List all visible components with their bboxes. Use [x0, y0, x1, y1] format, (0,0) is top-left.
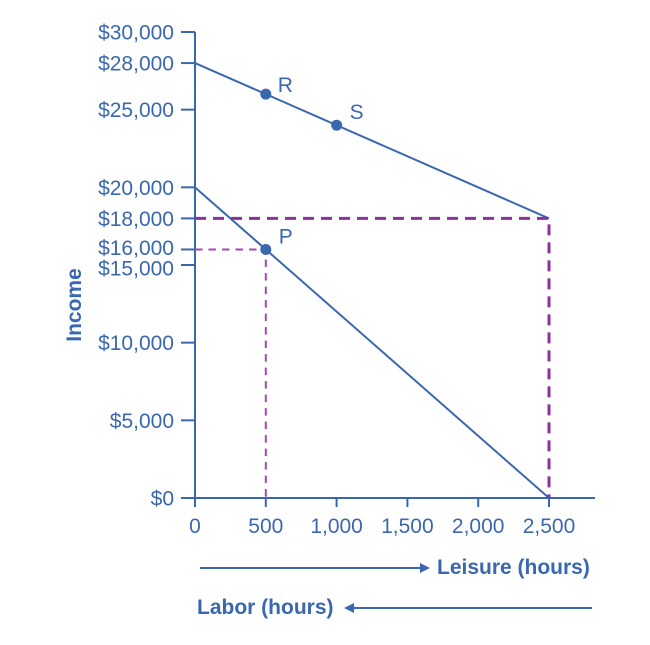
guide-16000-at-500 — [195, 248, 267, 498]
x-tick-label-1500: 1,500 — [381, 515, 434, 538]
left-arrow-icon — [343, 603, 354, 613]
y-tick-label-28000: $28,000 — [98, 53, 174, 76]
point-label-S: S — [350, 101, 364, 124]
y-tick-label-0: $0 — [151, 488, 174, 511]
y-tick-label-16000: $16,000 — [98, 237, 174, 260]
y-axis-title: Income — [63, 268, 86, 342]
y-tick-label-30000: $30,000 — [98, 22, 174, 45]
labor-arrow-line — [353, 607, 592, 609]
leisure-axis-direction: Leisure (hours) — [200, 556, 594, 579]
point-S — [331, 119, 343, 131]
point-label-P: P — [279, 225, 293, 248]
x-tick-label-2000: 2,000 — [452, 515, 505, 538]
y-tick-label-15000: $15,000 — [98, 258, 174, 281]
y-tick-label-25000: $25,000 — [98, 99, 174, 122]
point-P — [260, 243, 272, 255]
leisure-axis-label: Leisure (hours) — [437, 556, 590, 579]
y-tick-label-5000: $5,000 — [110, 410, 174, 433]
upper-budget-constraint — [194, 62, 550, 220]
y-tick-label-20000: $20,000 — [98, 177, 174, 200]
labor-axis-direction: Labor (hours) — [197, 596, 592, 619]
point-R — [260, 88, 272, 100]
x-tick-label-2500: 2,500 — [523, 515, 576, 538]
y-tick-label-18000: $18,000 — [98, 208, 174, 231]
x-tick-label-500: 500 — [248, 515, 283, 538]
leisure-arrow-line — [200, 567, 420, 569]
x-tick-label-0: 0 — [189, 515, 201, 538]
x-tick-label-1000: 1,000 — [310, 515, 363, 538]
labor-axis-label: Labor (hours) — [197, 596, 334, 619]
y-tick-label-10000: $10,000 — [98, 332, 174, 355]
guide-18000-at-2500 — [195, 216, 551, 498]
right-arrow-icon — [420, 563, 430, 573]
lower-budget-constraint — [194, 186, 550, 499]
point-label-R: R — [278, 74, 293, 97]
